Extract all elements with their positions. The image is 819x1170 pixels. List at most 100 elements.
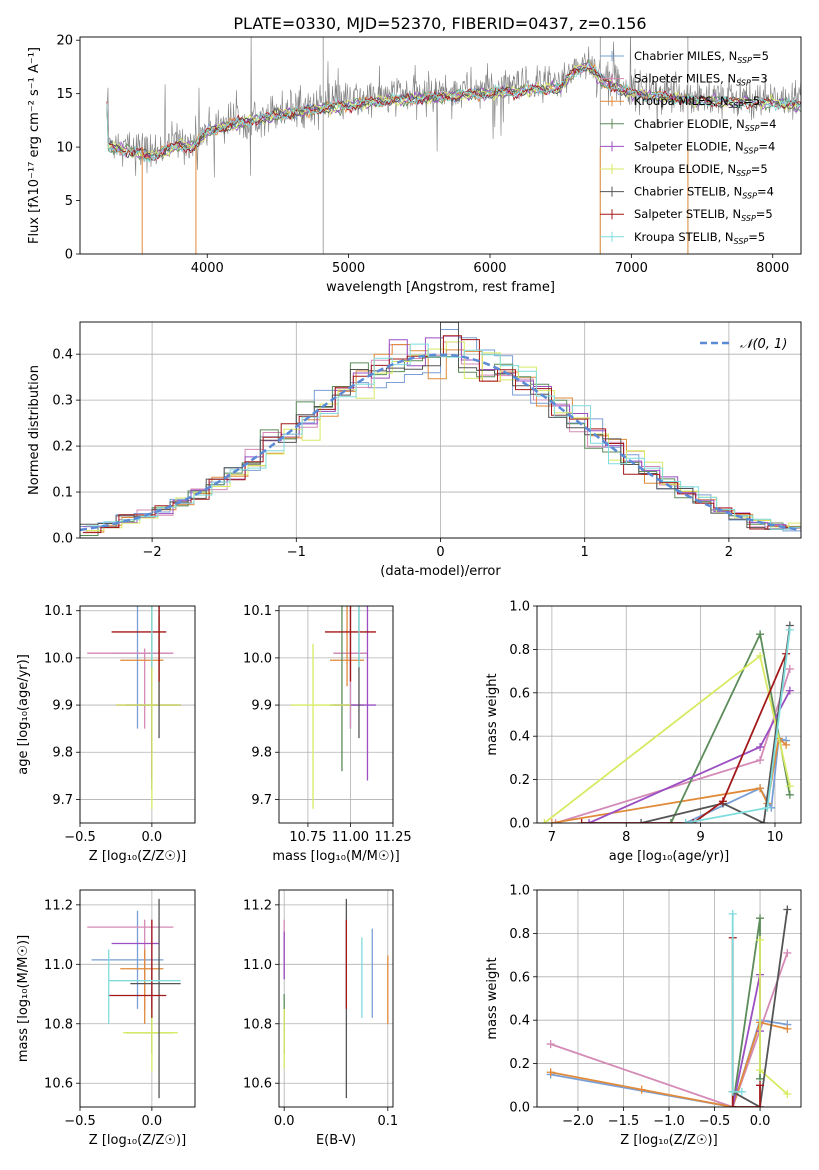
weight_vs_z-xtick-label: −2.0 (562, 1114, 594, 1129)
spectrum-model-line-salpeter_elodie (106, 62, 801, 159)
legend-suffix: =3 (751, 72, 768, 86)
age_vs_z-axes: −0.5 0.0 9.7 9.8 9.9 10.0 10.1 Z [log₁₀(Z/Z☉)] a… (16, 604, 196, 864)
errorbar-kroupa_stelib (358, 606, 360, 668)
age_vs_mass-axes: 10.75 11.00 11.25 9.7 9.8 9.9 10.0 10.1 mass [lo… (243, 604, 412, 864)
spectrum-ytick-label: 20 (56, 34, 73, 49)
figure-title: PLATE=0330, MJD=52370, FIBERID=0437, z=0… (233, 14, 646, 33)
weight-marker-kroupa_stelib (763, 803, 772, 812)
residuals-xtick-label: 2 (725, 545, 733, 560)
weight_vs_z-grid (537, 889, 801, 1108)
weight_vs_age-ytick-label: 0.6 (509, 686, 530, 701)
weight_vs_age-plot-area (540, 621, 794, 823)
weight_vs_age-xtick-label: 8 (622, 830, 630, 845)
legend-sub: SSP (744, 146, 759, 155)
weight-marker-salpeter_miles (546, 1040, 555, 1049)
mass_vs_z-frame (79, 889, 196, 1108)
weight-marker-salpeter_miles (551, 819, 560, 823)
weight-line-salpeter_miles (550, 952, 789, 1107)
legend-label-chabrier_elodie: Chabrier ELODIE, NSSP=4 (634, 117, 776, 133)
residuals-ytick-label: 0.2 (52, 440, 73, 455)
weight-marker-kroupa_elodie (540, 819, 549, 823)
weight_vs_age-ytick-label: 0.8 (509, 643, 530, 658)
legend-name: Chabrier STELIB, N (634, 185, 742, 199)
weight-line-kroupa_miles (550, 1021, 788, 1107)
weight-marker-salpeter_elodie (785, 686, 794, 695)
panel-spectrum: 4000 5000 6000 7000 8000 0 5 10 15 20 wavelength [… (27, 34, 802, 295)
spectrum-plot-area (106, 37, 801, 254)
mass_vs_ebv-grid (279, 890, 393, 1107)
legend-name: Kroupa MILES, N (634, 94, 729, 108)
legend-label-kroupa_miles: Kroupa MILES, NSSP=5 (634, 94, 760, 110)
residuals-xtick-label: 0 (436, 545, 444, 560)
spectrum-frame (79, 36, 802, 255)
errorbar-salpeter_stelib (324, 606, 376, 682)
mass_vs_z-axes: −0.5 0.0 10.6 10.8 11.0 11.2 Z [log₁₀(Z/Z☉)] ma… (16, 889, 196, 1148)
weight-marker-kroupa_stelib (785, 625, 794, 634)
legend-label-kroupa_elodie: Kroupa ELODIE, NSSP=5 (634, 162, 768, 178)
age_vs_mass-ytick-label: 10.0 (243, 651, 272, 666)
residual-histogram-kroupa_stelib (85, 343, 801, 530)
legend-name: Kroupa STELIB, N (634, 230, 734, 244)
weight-marker-salpeter_miles (785, 664, 794, 673)
weight_vs_age-ytick-label: 0.2 (509, 773, 530, 788)
errorbar-kroupa_elodie (290, 643, 351, 809)
weight_vs_age-axes: 7 8 9 10 0.0 0.2 0.4 0.6 0.8 1.0 age [log₁₀(age/yr… (485, 600, 802, 864)
spectrum-ytick-label: 0 (65, 248, 73, 263)
age_vs_z-xtick-label: −0.5 (64, 830, 96, 845)
residuals-xtick-label: 1 (581, 545, 589, 560)
weight_vs_z-plot-area (546, 905, 792, 1107)
weight-line-kroupa_stelib (685, 629, 791, 823)
errorbar-chabrier_elodie (126, 606, 181, 790)
mass_vs_ebv-plot-area (283, 898, 389, 1099)
weight_vs_z-frame (536, 889, 802, 1108)
weight-line-chabrier_elodie (731, 918, 761, 1107)
panel-residuals: −2 −1 0 1 2 0.0 0.1 0.2 0.3 0.4 (data-model)/error… (27, 321, 802, 579)
weight-marker-kroupa_stelib (737, 1087, 746, 1096)
errorbar-kroupa_elodie (123, 1008, 178, 1072)
legend-name: Chabrier ELODIE, N (634, 117, 745, 131)
errorbar-kroupa_stelib (108, 949, 181, 1024)
spectrum-xtick-label: 4000 (191, 261, 224, 276)
weight-marker-kroupa_stelib (681, 819, 690, 823)
weight-marker-chabrier_elodie (756, 914, 765, 923)
weight-marker-kroupa_miles (547, 819, 556, 823)
errorbar-chabrier_stelib (130, 898, 181, 1099)
residuals-ylabel: Normed distribution (27, 365, 42, 495)
legend-sub: SSP (734, 237, 749, 246)
mass_vs_ebv-xtick-label: 0.0 (274, 1114, 295, 1129)
residuals-axes: −2 −1 0 1 2 0.0 0.1 0.2 0.3 0.4 (data-model)/error… (27, 321, 802, 579)
weight-marker-salpeter_stelib (756, 1081, 765, 1090)
errorbar-salpeter_elodie (333, 606, 376, 781)
residuals-ytick-label: 0.4 (52, 348, 73, 363)
mass_vs_z-ytick-label: 10.6 (44, 1077, 73, 1092)
weight_vs_age-xlabel: age [log₁₀(age/yr)] (609, 849, 730, 864)
weight-marker-salpeter_stelib (718, 797, 727, 806)
residuals-xtick-label: −2 (143, 545, 162, 560)
weight_vs_z-xtick-label: −1.0 (653, 1114, 685, 1129)
weight-marker-chabrier_elodie (756, 630, 765, 639)
weight_vs_z-ylabel: mass weight (485, 957, 500, 1039)
age_vs_mass-frame (278, 605, 394, 824)
weight_vs_age-ylabel: mass weight (485, 673, 500, 755)
spectrum-xtick-label: 8000 (756, 261, 789, 276)
legend-label-chabrier_miles: Chabrier MILES, NSSP=5 (634, 49, 769, 65)
weight-marker-salpeter_elodie (756, 743, 765, 752)
legend-name: Chabrier MILES, N (634, 49, 737, 63)
legend-sub: SSP (729, 101, 744, 110)
weight_vs_age-ytick-label: 0.4 (509, 730, 530, 745)
weight-marker-chabrier_stelib (783, 905, 792, 914)
legend-suffix: =5 (743, 94, 760, 108)
weight_vs_z-xtick-label: 0.0 (750, 1114, 771, 1129)
legend-sub: SSP (742, 192, 757, 201)
spectrum-ytick-label: 10 (56, 141, 73, 156)
residual-histogram-kroupa_miles (85, 344, 801, 533)
age_vs_z-ytick-label: 9.9 (52, 699, 73, 714)
errorbar-kroupa_miles (120, 615, 164, 706)
age_vs_mass-ytick-label: 9.7 (251, 793, 272, 808)
panel-age_vs_z: −0.5 0.0 9.7 9.8 9.9 10.0 10.1 Z [log₁₀(Z/Z☉)] a… (16, 604, 196, 864)
weight-marker-kroupa_elodie (783, 1089, 792, 1098)
weight-marker-salpeter_miles (783, 948, 792, 957)
mass_vs_z-xtick-label: −0.5 (64, 1114, 96, 1129)
weight-marker-salpeter_stelib (728, 1103, 737, 1107)
